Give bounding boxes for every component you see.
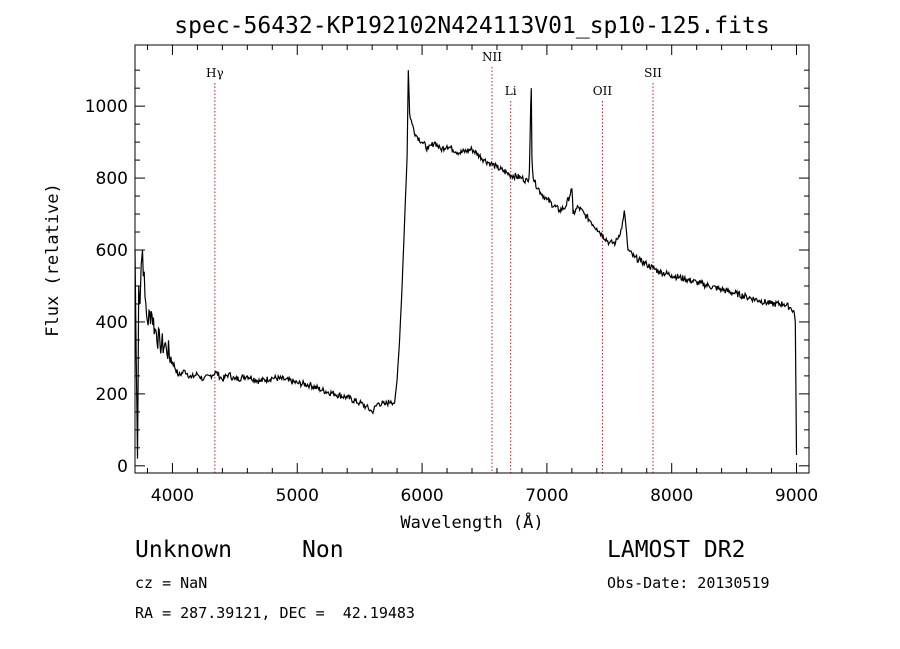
spectral-line-label: NII — [482, 50, 502, 64]
y-tick-label: 600 — [96, 241, 128, 261]
y-tick-label: 0 — [117, 457, 128, 477]
spectral-line-label: Hγ — [206, 66, 224, 80]
y-tick-label: 1000 — [85, 97, 128, 117]
spectral-line-label: OII — [593, 84, 613, 98]
spectral-line-label: SII — [644, 66, 662, 80]
x-tick-label: 5000 — [276, 486, 319, 506]
obs-date-text: Obs-Date: 20130519 — [607, 574, 770, 592]
y-tick-label: 200 — [96, 385, 128, 405]
axis-ticks: 4000 5000 6000 7000 8000 9000 0 200 400 600 800 100… — [85, 45, 818, 506]
plot-frame — [134, 44, 810, 474]
y-tick-label: 400 — [96, 313, 128, 333]
coordinates-text: RA = 287.39121, DEC = 42.19483 — [135, 604, 415, 622]
x-tick-label: 8000 — [650, 486, 693, 506]
x-tick-label: 7000 — [525, 486, 568, 506]
y-tick-label: 800 — [96, 169, 128, 189]
y-axis-label: Flux (relative) — [43, 183, 63, 337]
redshift-text: cz = NaN — [135, 574, 208, 592]
chart-title: spec-56432-KP192102N424113V01_sp10-125.f… — [174, 13, 769, 39]
spectral-line-label: Li — [505, 84, 517, 98]
x-tick-label: 9000 — [775, 486, 818, 506]
survey-label: LAMOST DR2 — [607, 537, 746, 563]
x-tick-label: 4000 — [151, 486, 194, 506]
spectrum-line — [134, 70, 798, 459]
x-tick-label: 6000 — [400, 486, 443, 506]
x-axis-label: Wavelength (Å) — [400, 511, 543, 533]
annotation-layer: Hγ NII Li OII SII — [206, 50, 662, 473]
object-subclass: Non — [302, 537, 344, 563]
object-class: Unknown — [135, 537, 232, 563]
